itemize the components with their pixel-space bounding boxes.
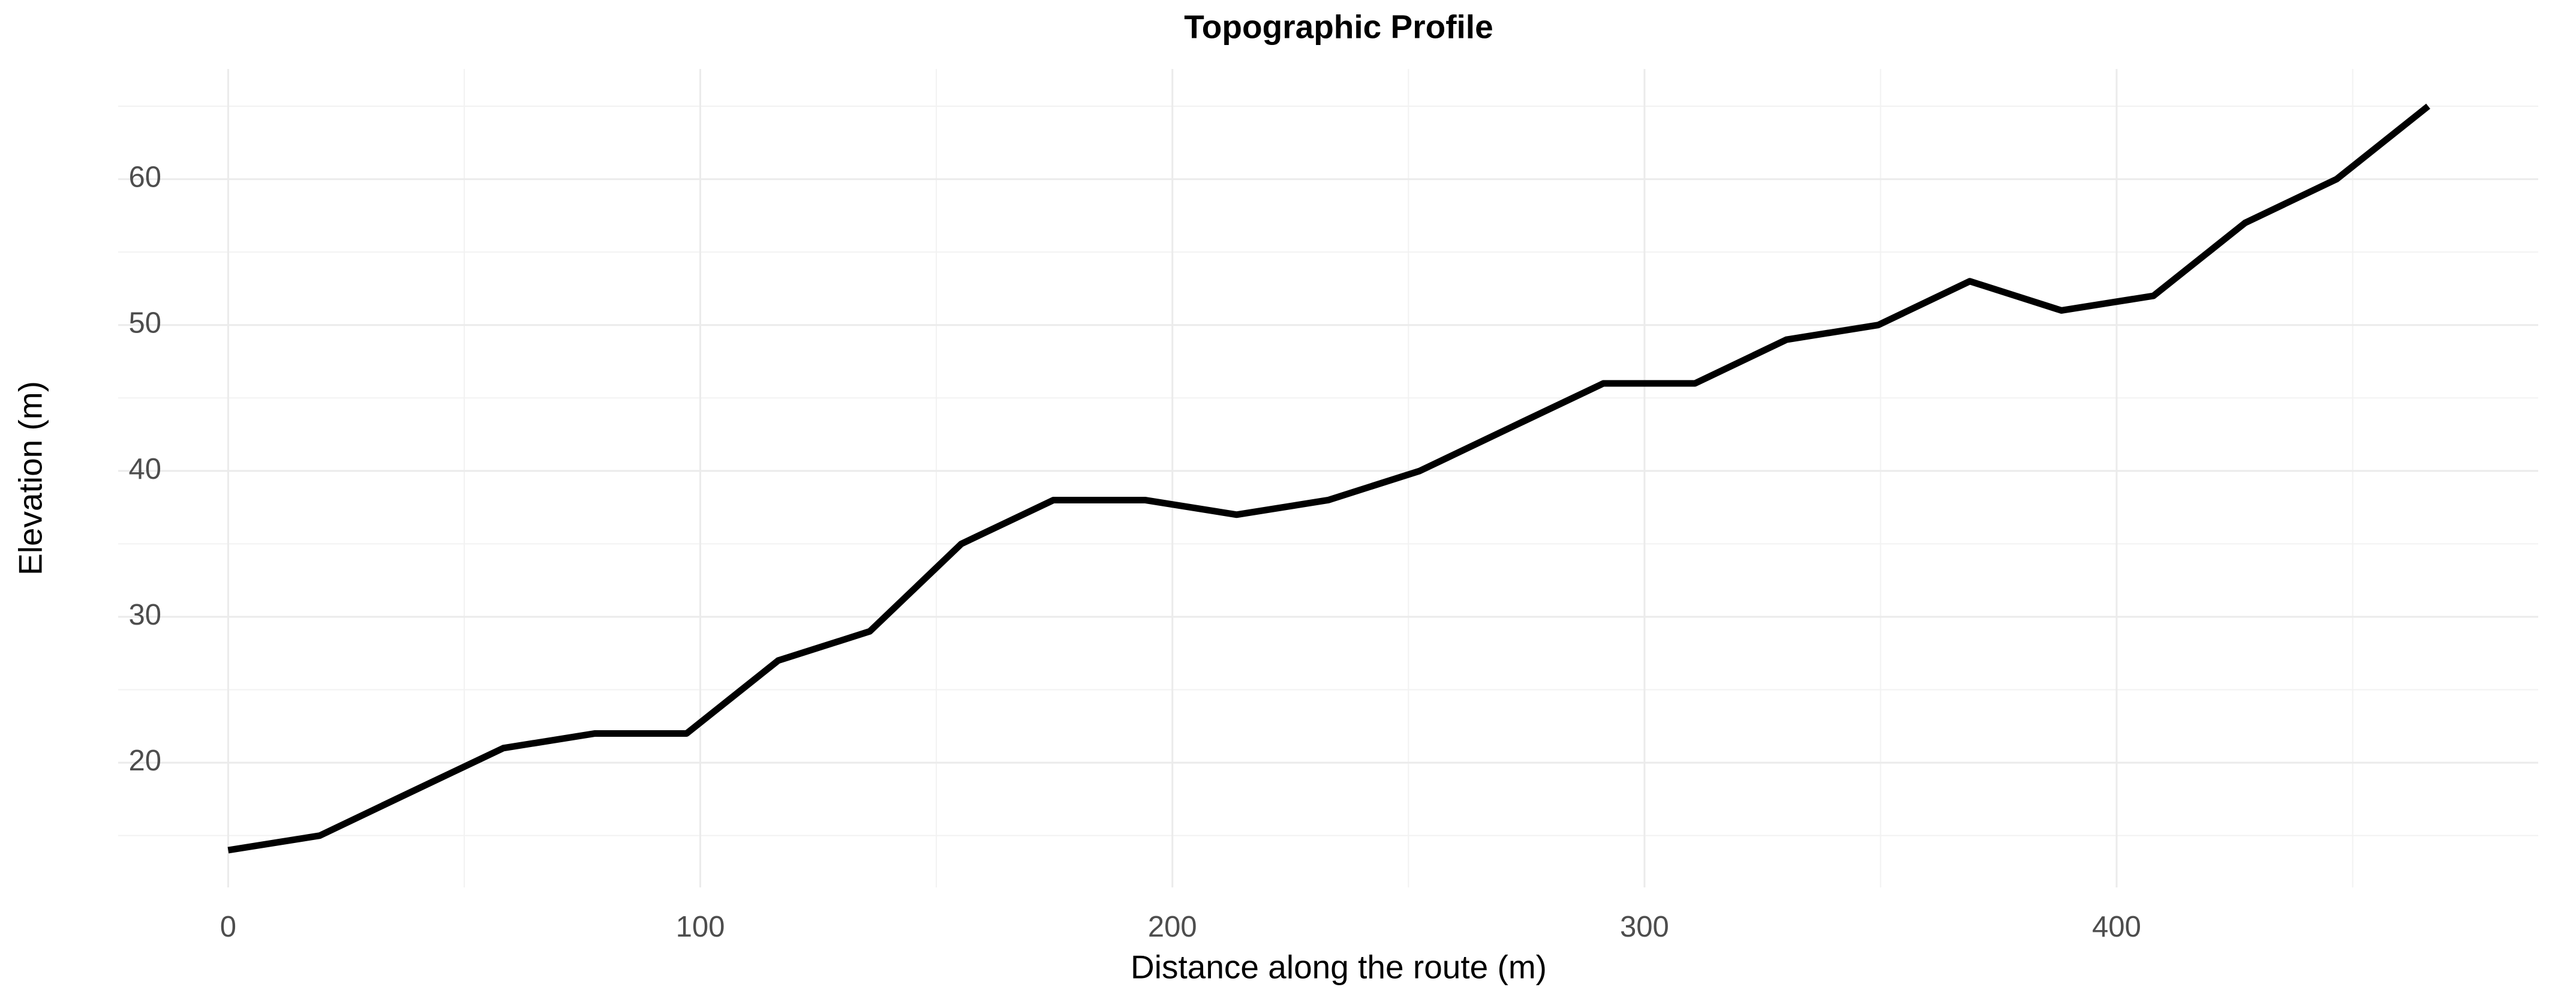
- x-tick-label: 300: [1620, 911, 1669, 943]
- y-tick-label: 40: [128, 453, 161, 485]
- y-axis-title: Elevation (m): [12, 381, 49, 575]
- x-tick-label: 200: [1148, 911, 1197, 943]
- x-axis-title: Distance along the route (m): [1131, 949, 1547, 986]
- x-tick-label: 100: [676, 911, 725, 943]
- data-line: [227, 103, 2431, 854]
- x-tick-label: 0: [220, 911, 236, 943]
- y-tick-label: 60: [128, 161, 161, 194]
- chart-title: Topographic Profile: [1184, 8, 1493, 46]
- x-tick-label: 400: [2092, 911, 2141, 943]
- y-tick-label: 20: [128, 745, 161, 777]
- y-tick-label: 50: [128, 307, 161, 340]
- y-tick-label: 30: [128, 599, 161, 631]
